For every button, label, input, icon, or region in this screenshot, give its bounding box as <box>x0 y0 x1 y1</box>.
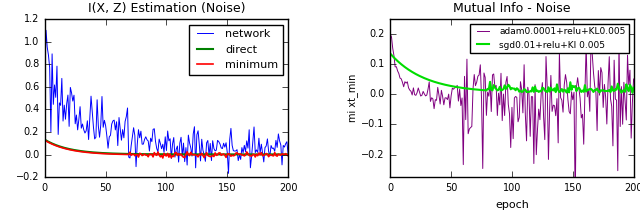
Line: network: network <box>45 30 288 173</box>
Line: minimum: minimum <box>45 140 288 158</box>
Y-axis label: mi xt_min: mi xt_min <box>348 74 358 122</box>
adam0.0001+relu+KL0.005 <box>408 94 416 96</box>
network <box>145 140 152 142</box>
sgd0.01+relu+Kl 0.005 <box>476 89 483 91</box>
sgd0.01+relu+Kl 0.005 <box>387 52 394 55</box>
adam0.0001+relu+KL0.005 <box>572 202 579 204</box>
Line: direct: direct <box>45 140 288 154</box>
X-axis label: epoch: epoch <box>495 200 529 210</box>
direct <box>42 139 50 142</box>
network <box>225 172 232 175</box>
adam0.0001+relu+KL0.005 <box>630 78 637 80</box>
network <box>266 155 274 157</box>
network <box>41 77 49 79</box>
sgd0.01+relu+Kl 0.005 <box>489 89 497 92</box>
sgd0.01+relu+Kl 0.005 <box>408 71 416 73</box>
sgd0.01+relu+Kl 0.005 <box>518 91 525 93</box>
minimum <box>63 148 70 150</box>
direct <box>172 153 180 156</box>
Line: adam0.0001+relu+KL0.005: adam0.0001+relu+KL0.005 <box>390 34 634 203</box>
network <box>173 145 181 147</box>
minimum <box>265 155 273 158</box>
direct <box>264 153 271 156</box>
sgd0.01+relu+Kl 0.005 <box>609 89 617 92</box>
minimum <box>42 140 50 142</box>
adam0.0001+relu+KL0.005 <box>611 59 618 61</box>
minimum <box>143 154 151 156</box>
adam0.0001+relu+KL0.005 <box>518 88 525 91</box>
Line: sgd0.01+relu+Kl 0.005: sgd0.01+relu+Kl 0.005 <box>390 54 634 93</box>
adam0.0001+relu+KL0.005 <box>387 33 394 35</box>
Title: I(X, Z) Estimation (Noise): I(X, Z) Estimation (Noise) <box>88 2 245 15</box>
network <box>44 46 51 49</box>
adam0.0001+relu+KL0.005 <box>489 74 497 76</box>
sgd0.01+relu+Kl 0.005 <box>630 86 637 89</box>
adam0.0001+relu+KL0.005 <box>388 36 396 38</box>
Title: Mutual Info - Noise: Mutual Info - Noise <box>453 2 571 15</box>
minimum <box>159 157 166 159</box>
direct <box>284 153 292 156</box>
Legend: network, direct, minimum: network, direct, minimum <box>189 24 282 74</box>
Legend: adam0.0001+relu+KL0.005, sgd0.01+relu+Kl 0.005: adam0.0001+relu+KL0.005, sgd0.01+relu+Kl… <box>470 23 629 53</box>
direct <box>143 153 151 156</box>
minimum <box>173 154 181 157</box>
network <box>131 134 139 137</box>
minimum <box>41 139 49 142</box>
adam0.0001+relu+KL0.005 <box>476 74 483 76</box>
minimum <box>284 154 292 157</box>
network <box>284 153 292 156</box>
direct <box>41 138 49 141</box>
direct <box>130 153 138 155</box>
minimum <box>130 153 138 155</box>
direct <box>63 147 70 150</box>
sgd0.01+relu+Kl 0.005 <box>628 92 636 94</box>
sgd0.01+relu+Kl 0.005 <box>388 54 396 56</box>
network <box>64 94 72 96</box>
network <box>42 29 50 32</box>
